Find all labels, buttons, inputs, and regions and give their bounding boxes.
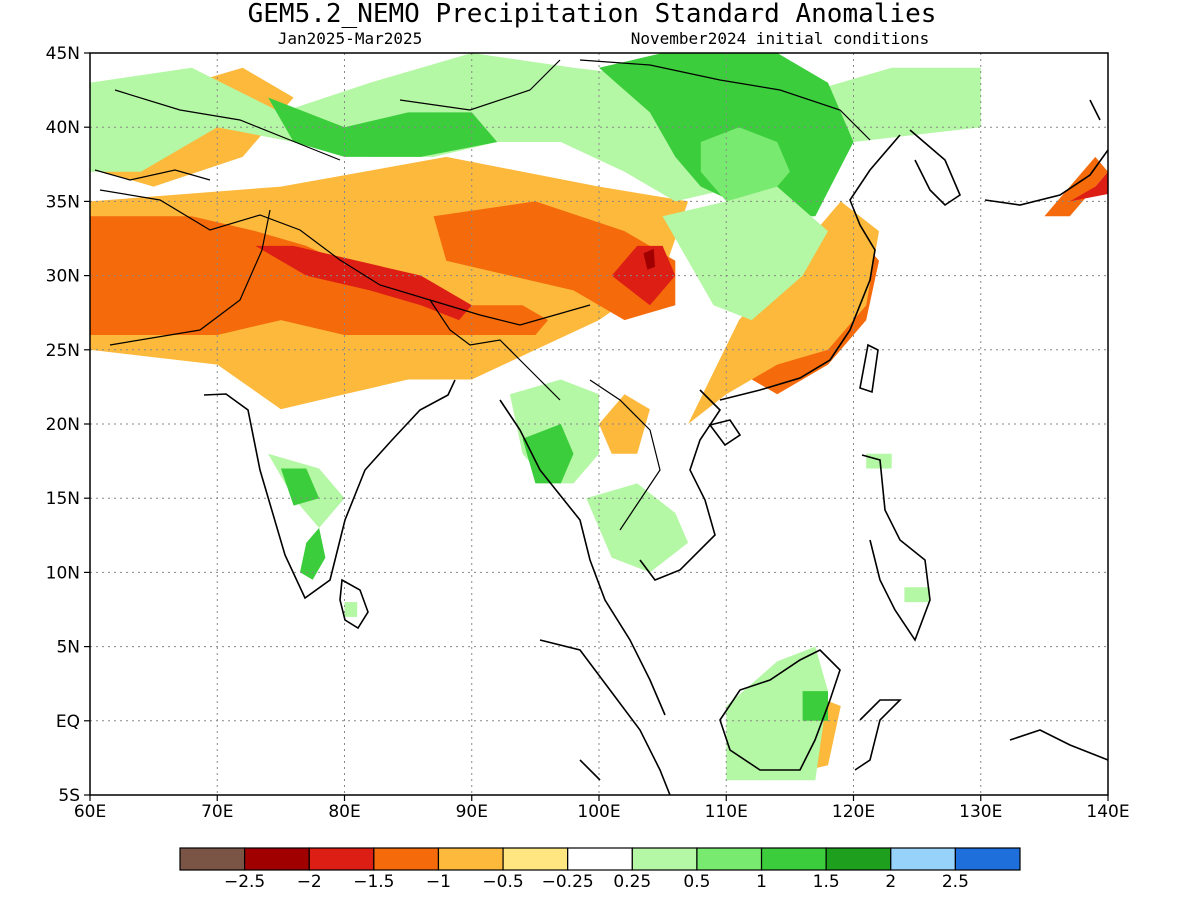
- sri-lanka-outline: [339, 578, 369, 630]
- coastlines: [94, 59, 1108, 795]
- map-title: GEM5.2_NEMO Precipitation Standard Anoma…: [248, 0, 937, 29]
- anomaly-region-lightgreen: [662, 186, 828, 321]
- lat-tick-label: 20N: [46, 415, 80, 435]
- anomaly-region-lightgreen: [904, 587, 930, 603]
- japan-outline: [984, 99, 1108, 206]
- colorbar-label: −1.5: [353, 872, 394, 892]
- anomaly-region-lightgreen: [726, 646, 828, 781]
- colorbar-swatch: [760, 847, 827, 871]
- anomaly-region-midgreen: [700, 127, 790, 202]
- colorbar-swatch: [825, 847, 892, 871]
- colorbar-label: 2: [885, 872, 896, 892]
- colorbar-labels: −2.5 −2 −1.5 −1 −0.5 −0.25 0.25 0.5 1 1.5 2 2.5: [224, 872, 969, 892]
- colorbar-swatch: [308, 847, 375, 871]
- colorbar-label: 1: [756, 872, 767, 892]
- colorbar-label: 0.25: [613, 872, 651, 892]
- colorbar-swatch: [696, 847, 763, 871]
- anomaly-region-orange: [433, 201, 676, 321]
- colorbar-swatch: [567, 847, 633, 871]
- colorbar-label: −2: [297, 872, 322, 892]
- lon-tick-label: 70E: [201, 802, 233, 822]
- indochina-coastline: [499, 389, 722, 716]
- lon-tick-label: 80E: [328, 802, 360, 822]
- colorbar-label: 1.5: [813, 872, 840, 892]
- colorbar-swatch: [244, 847, 310, 871]
- latitude-tick-labels: 45N 40N 35N 30N 25N 20N 15N 10N 5N EQ 5S: [46, 44, 90, 806]
- korea-outline: [909, 129, 961, 207]
- china-coastline: [719, 134, 901, 401]
- initial-conditions-label: November2024 initial conditions: [631, 29, 930, 48]
- anomaly-region-green: [300, 527, 326, 580]
- lon-tick-label: 130E: [959, 802, 1002, 822]
- lat-tick-label: 5N: [56, 638, 80, 658]
- lat-tick-label: 40N: [46, 118, 80, 138]
- anomaly-region-red: [1069, 171, 1108, 202]
- anomaly-region-green: [802, 691, 828, 721]
- lon-tick-label: 100E: [577, 802, 620, 822]
- sumatra-outline: [539, 639, 671, 795]
- anomaly-region-lightgreen: [586, 483, 689, 573]
- colorbar-swatch: [437, 847, 504, 871]
- lat-tick-label: 15N: [46, 489, 80, 509]
- colorbar-label: 0.5: [683, 872, 710, 892]
- taiwan-outline: [859, 343, 879, 394]
- lat-tick-label: 25N: [46, 341, 80, 361]
- longitude-tick-labels: 60E 70E 80E 90E 100E 110E 120E 130E 140E: [74, 795, 1130, 822]
- lat-tick-label: EQ: [56, 712, 80, 732]
- colorbar-label: −0.5: [482, 872, 523, 892]
- lat-tick-label: 5S: [58, 786, 80, 806]
- period-label: Jan2025-Mar2025: [278, 29, 423, 48]
- anomaly-region-green: [268, 97, 498, 157]
- lon-tick-label: 140E: [1086, 802, 1129, 822]
- colorbar-swatch: [373, 847, 440, 871]
- hainan-outline: [708, 419, 742, 447]
- colorbar-label: −1: [426, 872, 451, 892]
- lon-tick-label: 120E: [832, 802, 875, 822]
- colorbar-label: 2.5: [942, 872, 969, 892]
- country-borders: [94, 59, 871, 531]
- colorbar-swatch: [502, 847, 569, 871]
- anomaly-region-green: [522, 424, 574, 484]
- anomaly-region-darkred: [643, 248, 655, 270]
- anomaly-region-lightgreen: [866, 453, 892, 469]
- new-guinea-outline: [1009, 729, 1108, 761]
- philippines-outline: [861, 454, 931, 642]
- lon-tick-label: 110E: [705, 802, 748, 822]
- colorbar-label: −2.5: [224, 872, 265, 892]
- grid-lines: [90, 53, 1108, 795]
- colorbar-label: −0.25: [542, 872, 594, 892]
- colorbar-swatch: [631, 847, 698, 871]
- lat-tick-label: 10N: [46, 563, 80, 583]
- sulawesi-outline: [854, 699, 902, 771]
- colorbar-swatch: [179, 847, 246, 871]
- india-coastline: [203, 379, 456, 600]
- lat-tick-label: 35N: [46, 192, 80, 212]
- colorbar-swatch: [954, 847, 1021, 871]
- anomaly-region-green: [280, 468, 320, 506]
- colorbar-swatches: [179, 847, 1021, 871]
- lat-tick-label: 30N: [46, 267, 80, 287]
- plot-area: [89, 52, 1109, 796]
- anomaly-region-yellow: [688, 201, 879, 424]
- anomaly-region-red: [255, 245, 472, 321]
- lat-tick-label: 45N: [46, 44, 80, 64]
- colorbar-swatch: [890, 847, 956, 871]
- colorbar: −2.5 −2 −1.5 −1 −0.5 −0.25 0.25 0.5 1 1.5 2 2.5: [179, 847, 1021, 892]
- anomaly-region-lightgreen: [344, 602, 358, 617]
- lon-tick-label: 90E: [456, 802, 488, 822]
- borneo-outline: [719, 649, 841, 771]
- lon-tick-label: 60E: [74, 802, 106, 822]
